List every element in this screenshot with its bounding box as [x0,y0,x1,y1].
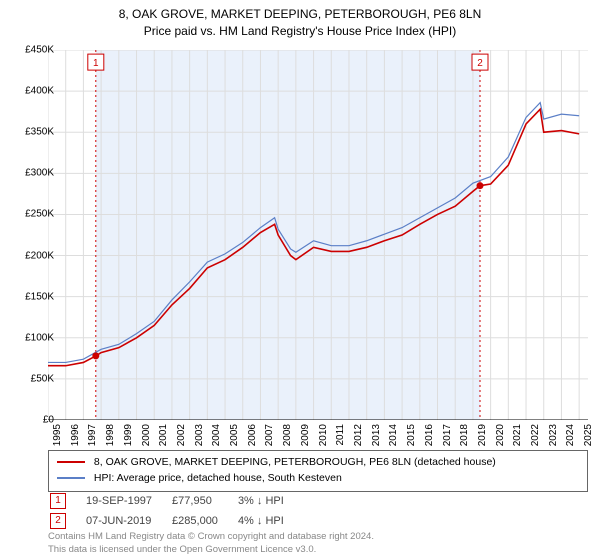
transactions-table: 1 19-SEP-1997 £77,950 3% ↓ HPI 2 07-JUN-… [48,490,304,532]
legend-swatch [57,477,85,479]
x-axis-label: 2018 [459,424,470,446]
legend-label: 8, OAK GROVE, MARKET DEEPING, PETERBOROU… [94,456,496,468]
tx-delta: 4% ↓ HPI [238,512,302,530]
marker-badge: 1 [50,493,66,509]
marker-badge: 2 [50,513,66,529]
attribution: Contains HM Land Registry data © Crown c… [48,531,374,556]
attribution-line: This data is licensed under the Open Gov… [48,544,374,556]
x-axis-label: 2006 [247,424,258,446]
table-row: 2 07-JUN-2019 £285,000 4% ↓ HPI [50,512,302,530]
attribution-line: Contains HM Land Registry data © Crown c… [48,531,374,543]
y-axis-label: £450K [10,45,54,56]
x-axis-label: 2000 [141,424,152,446]
x-axis-label: 2004 [211,424,222,446]
x-axis-label: 1995 [52,424,63,446]
tx-date: 07-JUN-2019 [86,512,170,530]
y-axis-label: £0 [10,415,54,426]
x-axis-label: 2011 [335,424,346,446]
x-axis-label: 1997 [87,424,98,446]
y-axis-label: £50K [10,373,54,384]
x-axis-label: 1996 [70,424,81,446]
y-axis-label: £400K [10,86,54,97]
tx-price: £285,000 [172,512,236,530]
y-axis-label: £150K [10,291,54,302]
x-axis-label: 2002 [176,424,187,446]
legend-label: HPI: Average price, detached house, Sout… [94,472,342,484]
x-axis-label: 2013 [371,424,382,446]
title-line2: Price paid vs. HM Land Registry's House … [0,23,600,40]
x-axis-label: 2014 [388,424,399,446]
x-axis-label: 2005 [229,424,240,446]
x-axis-label: 2007 [264,424,275,446]
x-axis-label: 2009 [300,424,311,446]
chart-area: 12 [48,50,588,420]
tx-delta: 3% ↓ HPI [238,492,302,510]
x-axis-label: 2021 [512,424,523,446]
legend-item: 8, OAK GROVE, MARKET DEEPING, PETERBOROU… [57,455,579,471]
x-axis-label: 2019 [477,424,488,446]
x-axis-label: 2016 [424,424,435,446]
tx-date: 19-SEP-1997 [86,492,170,510]
x-axis-label: 2024 [565,424,576,446]
title-line1: 8, OAK GROVE, MARKET DEEPING, PETERBOROU… [0,6,600,23]
legend: 8, OAK GROVE, MARKET DEEPING, PETERBOROU… [48,450,588,492]
chart-title: 8, OAK GROVE, MARKET DEEPING, PETERBOROU… [0,0,600,40]
x-axis-label: 2023 [548,424,559,446]
x-axis-label: 2003 [194,424,205,446]
x-axis-label: 2012 [353,424,364,446]
y-axis-label: £350K [10,127,54,138]
x-axis-label: 2020 [495,424,506,446]
y-axis-label: £100K [10,332,54,343]
price-chart: 12 [48,50,588,420]
x-axis-label: 2001 [158,424,169,446]
y-axis-label: £250K [10,209,54,220]
tx-price: £77,950 [172,492,236,510]
x-axis-label: 2022 [530,424,541,446]
x-axis-label: 2008 [282,424,293,446]
x-axis-label: 2010 [318,424,329,446]
x-axis-label: 1998 [105,424,116,446]
svg-text:2: 2 [477,58,483,69]
svg-text:1: 1 [93,58,99,69]
legend-item: HPI: Average price, detached house, Sout… [57,471,579,487]
y-axis-label: £300K [10,168,54,179]
legend-swatch [57,461,85,463]
x-axis-label: 2025 [583,424,594,446]
x-axis-label: 2015 [406,424,417,446]
x-axis-label: 2017 [442,424,453,446]
table-row: 1 19-SEP-1997 £77,950 3% ↓ HPI [50,492,302,510]
x-axis-label: 1999 [123,424,134,446]
y-axis-label: £200K [10,250,54,261]
